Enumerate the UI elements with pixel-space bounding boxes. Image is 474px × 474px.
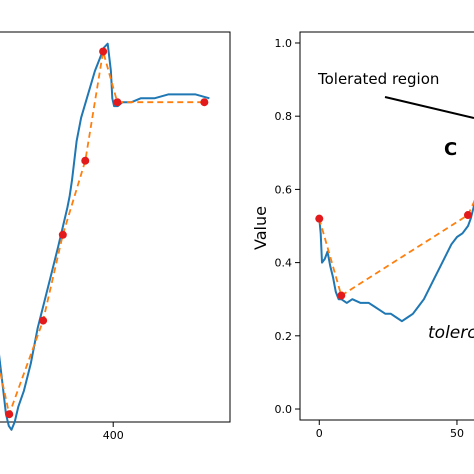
x-tick-label: 50 <box>450 427 464 440</box>
y-tick-label: 0.0 <box>275 403 293 416</box>
breakpoint <box>39 316 48 325</box>
breakpoint <box>113 98 122 107</box>
y-tick-label: 1.0 <box>275 37 293 50</box>
approx-line <box>0 51 205 418</box>
breakpoint <box>337 291 346 300</box>
breakpoint <box>200 98 209 107</box>
plot-frame <box>0 31 231 423</box>
annotation-tolerated-region: Tolerated region <box>317 70 439 88</box>
annotation-arrow <box>384 96 474 119</box>
y-tick-label: 0.6 <box>275 183 293 196</box>
approx-line <box>318 199 474 297</box>
plot-frame <box>299 31 474 421</box>
y-tick-label: 0.2 <box>275 330 293 343</box>
annotation-tolerance: tolerc <box>428 323 474 343</box>
y-tick-label: 0.8 <box>275 110 293 123</box>
right-chart: 0.0 0.2 0.4 0.6 0.8 1.0 0 50 Value Tolerated regi… <box>251 31 474 440</box>
y-axis-label: Value <box>251 206 270 250</box>
left-chart: 400 <box>0 31 231 442</box>
breakpoint <box>315 214 324 223</box>
x-tick-label: 0 <box>316 427 323 440</box>
breakpoint <box>99 47 108 56</box>
breakpoint <box>463 211 472 220</box>
x-tick-label: 400 <box>103 429 124 442</box>
y-tick-label: 0.4 <box>275 257 293 270</box>
breakpoint <box>58 230 67 239</box>
annotation-c: C <box>444 139 457 160</box>
breakpoint <box>81 156 90 165</box>
breakpoint <box>5 410 14 419</box>
signal-line <box>318 199 474 323</box>
signal-line <box>0 42 210 431</box>
